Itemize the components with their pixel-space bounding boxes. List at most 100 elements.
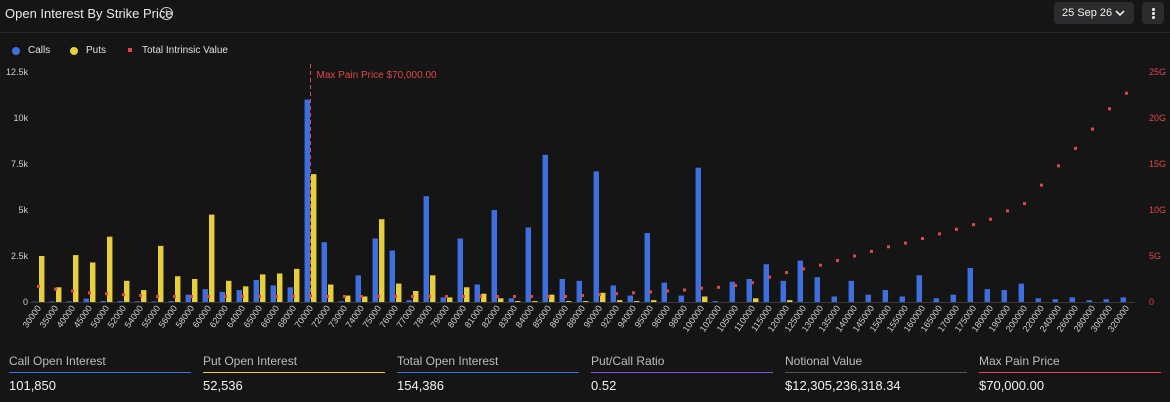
call-bar — [457, 238, 463, 302]
intrinsic-value-point — [1074, 146, 1077, 150]
stat-label: Notional Value — [785, 354, 863, 368]
call-bar — [440, 297, 446, 302]
call-bar — [1086, 300, 1092, 302]
intrinsic-value-point — [819, 263, 822, 267]
put-bar — [345, 295, 351, 302]
intrinsic-value-point — [632, 291, 635, 295]
stat-value: 154,386 — [397, 378, 444, 393]
call-bar — [967, 267, 973, 302]
call-bar — [865, 294, 871, 302]
intrinsic-value-point — [955, 227, 958, 231]
call-bar — [610, 285, 616, 302]
expiry-date-select[interactable]: 25 Sep 26 — [1054, 2, 1134, 24]
intrinsic-value-point — [751, 281, 754, 285]
intrinsic-value-point — [479, 294, 482, 298]
put-bar — [260, 274, 266, 302]
intrinsic-value-point — [241, 294, 244, 298]
intrinsic-value-point — [1023, 202, 1026, 206]
intrinsic-value-point — [88, 291, 91, 295]
put-bar — [651, 300, 657, 302]
open-interest-chart: 02.5k5k7.5k10k12.5k05G10G15G20G25G300003… — [6, 64, 1166, 334]
legend-swatch-intrinsic — [128, 48, 132, 52]
y-right-tick-label: 10G — [1149, 205, 1166, 215]
intrinsic-value-point — [513, 294, 516, 298]
intrinsic-value-point — [122, 293, 125, 297]
put-bar — [566, 301, 572, 302]
intrinsic-value-point — [666, 289, 669, 293]
put-bar — [498, 298, 504, 302]
intrinsic-value-point — [717, 285, 720, 289]
call-bar — [202, 289, 208, 302]
call-bar — [117, 301, 123, 302]
put-bar — [362, 296, 368, 302]
intrinsic-value-point — [377, 294, 380, 298]
y-right-tick-label: 15G — [1149, 159, 1166, 169]
call-bar — [270, 285, 276, 302]
info-circle-icon[interactable]: i — [160, 7, 173, 20]
intrinsic-value-point — [343, 294, 346, 298]
stat-underline — [979, 372, 1161, 373]
intrinsic-value-point — [71, 289, 74, 293]
call-bar — [1120, 297, 1126, 302]
chevron-down-icon — [1115, 10, 1125, 17]
put-bar — [515, 301, 521, 302]
put-bar — [464, 287, 470, 302]
stat-label: Max Pain Price — [979, 354, 1060, 368]
call-bar — [848, 280, 854, 302]
put-bar — [90, 262, 96, 302]
stat-label: Call Open Interest — [9, 354, 106, 368]
intrinsic-value-point — [564, 294, 567, 298]
intrinsic-value-point — [734, 283, 737, 287]
intrinsic-value-point — [853, 254, 856, 258]
call-bar — [695, 167, 701, 302]
call-bar — [508, 298, 514, 302]
call-bar — [542, 154, 548, 302]
y-right-tick-label: 25G — [1149, 67, 1166, 77]
call-bar — [899, 296, 905, 302]
intrinsic-value-point — [462, 294, 465, 298]
put-bar — [243, 286, 249, 302]
intrinsic-value-point — [224, 294, 227, 298]
call-bar — [627, 295, 633, 302]
y-right-tick-label: 0 — [1149, 297, 1154, 307]
call-bar — [746, 279, 752, 302]
put-bar — [549, 294, 555, 302]
put-bar — [396, 283, 402, 302]
call-bar — [780, 280, 786, 302]
intrinsic-value-point — [54, 287, 57, 291]
call-bar — [1069, 297, 1075, 302]
call-bar — [49, 301, 55, 302]
put-bar — [209, 214, 215, 302]
put-bar — [413, 290, 419, 302]
intrinsic-value-point — [292, 294, 295, 298]
call-bar — [100, 300, 106, 302]
vertical-ellipsis-icon — [1152, 8, 1155, 11]
put-bar — [447, 297, 453, 302]
call-bar — [1018, 283, 1024, 302]
legend-label-puts: Puts — [86, 45, 107, 56]
more-options-button[interactable] — [1142, 2, 1164, 24]
intrinsic-value-point — [870, 249, 873, 253]
put-bar — [634, 301, 640, 302]
call-bar — [763, 264, 769, 302]
call-bar — [661, 282, 667, 302]
intrinsic-value-point — [921, 237, 924, 241]
call-bar — [338, 301, 344, 302]
intrinsic-value-point — [683, 288, 686, 292]
stat-value: 101,850 — [9, 378, 56, 393]
call-bar — [372, 238, 378, 302]
header: Open Interest By Strike Price i 25 Sep 2… — [0, 0, 1170, 30]
call-bar — [1052, 299, 1058, 302]
stat-label: Put/Call Ratio — [591, 354, 665, 368]
put-bar — [379, 219, 385, 302]
y-left-tick-label: 5k — [18, 205, 28, 215]
y-right-tick-label: 5G — [1149, 251, 1161, 261]
intrinsic-value-point — [904, 241, 907, 245]
intrinsic-value-point — [173, 294, 176, 298]
intrinsic-value-point — [785, 271, 788, 275]
intrinsic-value-point — [190, 294, 193, 298]
call-bar — [474, 284, 480, 302]
call-bar — [797, 260, 803, 302]
put-bar — [277, 273, 283, 302]
intrinsic-value-point — [1108, 107, 1111, 111]
